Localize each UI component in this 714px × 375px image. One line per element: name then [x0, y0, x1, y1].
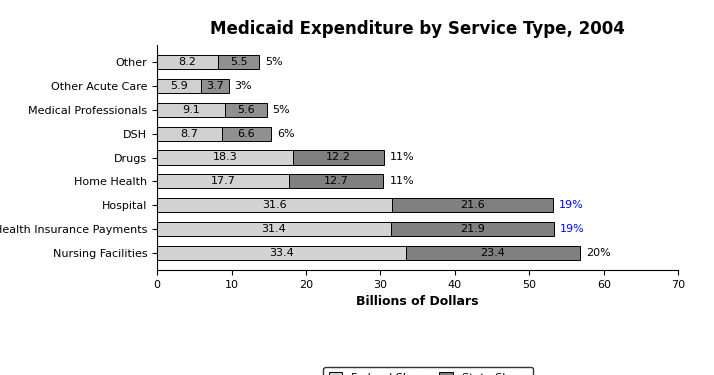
Text: 5.6: 5.6 [237, 105, 254, 115]
Text: 18.3: 18.3 [213, 153, 238, 162]
Bar [157, 174, 289, 188]
Bar [157, 55, 218, 69]
Bar [289, 174, 383, 188]
Bar [293, 150, 384, 165]
Bar [157, 127, 222, 141]
Text: 12.2: 12.2 [326, 153, 351, 162]
Legend: Federal Share, State Share: Federal Share, State Share [323, 367, 533, 375]
Text: 11%: 11% [390, 153, 415, 162]
Text: 19%: 19% [559, 200, 584, 210]
Bar [218, 55, 259, 69]
Text: 19%: 19% [560, 224, 585, 234]
Bar [157, 198, 393, 212]
Text: 6%: 6% [277, 129, 295, 139]
Text: 11%: 11% [389, 176, 414, 186]
Bar [157, 222, 391, 236]
Text: 23.4: 23.4 [481, 248, 506, 258]
Bar [393, 198, 553, 212]
Text: 8.7: 8.7 [181, 129, 198, 139]
Bar [391, 222, 554, 236]
Text: 5.5: 5.5 [230, 57, 248, 68]
Text: 5.9: 5.9 [170, 81, 188, 91]
Text: 21.6: 21.6 [461, 200, 486, 210]
X-axis label: Billions of Dollars: Billions of Dollars [356, 295, 479, 308]
Text: 31.4: 31.4 [261, 224, 286, 234]
Bar [225, 103, 266, 117]
Bar [157, 79, 201, 93]
Text: 6.6: 6.6 [238, 129, 255, 139]
Bar [406, 246, 580, 260]
Bar [222, 127, 271, 141]
Text: 20%: 20% [586, 248, 610, 258]
Bar [157, 246, 406, 260]
Text: 31.6: 31.6 [263, 200, 287, 210]
Text: 3.7: 3.7 [206, 81, 223, 91]
Text: 21.9: 21.9 [460, 224, 485, 234]
Text: 12.7: 12.7 [323, 176, 348, 186]
Text: 8.2: 8.2 [178, 57, 196, 68]
Title: Medicaid Expenditure by Service Type, 2004: Medicaid Expenditure by Service Type, 20… [210, 20, 625, 38]
Text: 17.7: 17.7 [211, 176, 236, 186]
Text: 3%: 3% [234, 81, 252, 91]
Bar [157, 150, 293, 165]
Bar [201, 79, 228, 93]
Text: 33.4: 33.4 [269, 248, 293, 258]
Text: 5%: 5% [273, 105, 290, 115]
Text: 9.1: 9.1 [182, 105, 200, 115]
Text: 5%: 5% [265, 57, 283, 68]
Bar [157, 103, 225, 117]
